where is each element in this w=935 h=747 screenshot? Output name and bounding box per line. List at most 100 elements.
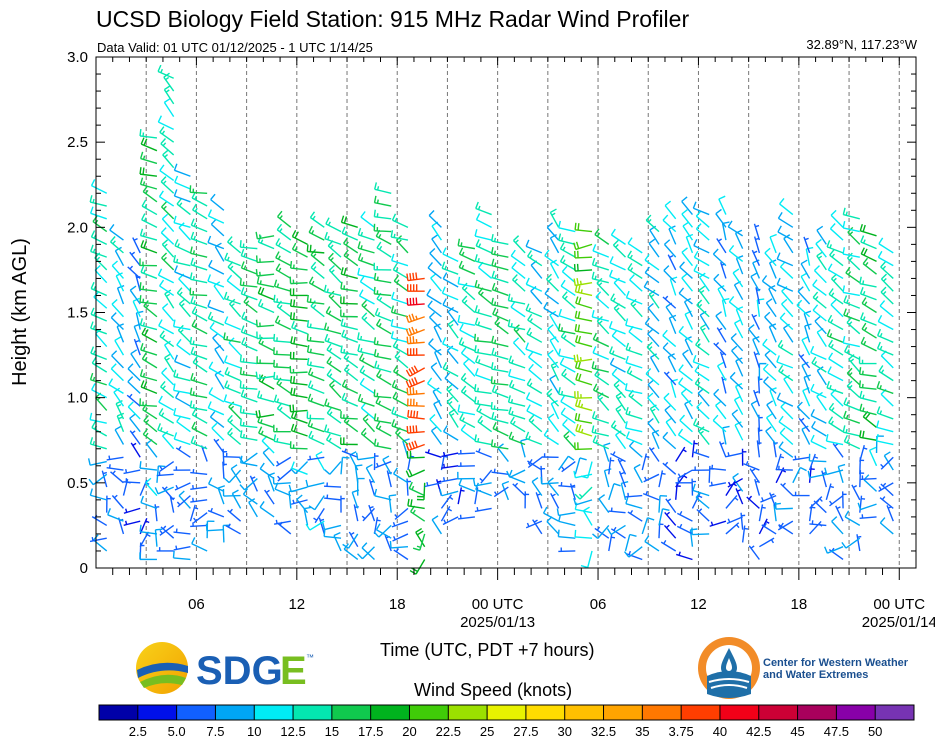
barb-staff [549, 212, 560, 228]
barb-full [810, 434, 815, 442]
barb-half [829, 244, 832, 249]
barb-staff [110, 471, 124, 484]
barb-full [575, 372, 579, 380]
barb-half [226, 295, 230, 300]
barb-full [392, 467, 398, 475]
wind-barb [191, 537, 208, 552]
barb-full [842, 247, 846, 255]
wind-barb [475, 213, 492, 228]
x-tick-label: 00 UTC [472, 596, 524, 613]
barb-full [575, 423, 579, 431]
barb-half [477, 359, 481, 364]
barb-half [293, 324, 297, 329]
barb-staff [678, 369, 693, 382]
barb-full [647, 328, 654, 335]
wind-barb [828, 402, 844, 420]
wind-barb [761, 275, 777, 292]
barb-full [315, 451, 323, 456]
wind-barb [574, 324, 593, 335]
barb-half [599, 396, 604, 401]
wind-barb [308, 225, 325, 241]
wind-barb [665, 417, 677, 437]
barb-full [781, 286, 788, 292]
barb-staff [174, 169, 191, 177]
barb-full [777, 212, 783, 219]
wind-barb [841, 537, 861, 549]
barb-staff [561, 271, 576, 284]
barb-full [357, 267, 361, 275]
barb-staff [173, 325, 191, 331]
barb-half [665, 524, 670, 529]
wind-barb [868, 446, 878, 467]
wind-barb [675, 472, 688, 488]
barb-full [559, 357, 565, 365]
barb-full [333, 531, 341, 537]
wind-barb [306, 319, 325, 331]
barb-half [131, 251, 136, 256]
barb-half [144, 203, 148, 208]
barb-full [189, 246, 193, 254]
wind-barb [111, 298, 124, 318]
barb-staff [174, 438, 191, 446]
wind-barb [708, 464, 726, 471]
barb-staff [765, 417, 777, 433]
barb-staff [678, 331, 693, 343]
barb-half [578, 493, 583, 498]
barb-staff [326, 412, 342, 424]
barb-half [192, 404, 195, 409]
barb-full [762, 338, 768, 346]
wind-barb [670, 378, 678, 398]
barb-staff [801, 365, 811, 381]
barb-staff [558, 520, 576, 527]
wind-barb [859, 514, 877, 520]
barb-half [682, 449, 687, 453]
barb-full [860, 312, 864, 320]
barb-full [111, 298, 118, 305]
wind-barb [129, 430, 141, 445]
wind-barb [547, 413, 560, 433]
wind-barb [276, 300, 292, 318]
wind-barb [475, 239, 492, 254]
wind-barb [412, 533, 426, 551]
barb-staff [525, 437, 543, 446]
barb-half [479, 477, 484, 482]
wind-barb [613, 303, 627, 322]
barb-staff [442, 278, 459, 288]
barb-staff [341, 273, 358, 280]
barb-full [294, 231, 299, 239]
barb-full [457, 314, 461, 323]
barb-half [226, 384, 230, 389]
barb-staff [394, 507, 409, 520]
barb-full [292, 404, 295, 412]
barb-staff [629, 279, 643, 292]
barb-half [92, 248, 96, 253]
wind-barb [442, 247, 459, 263]
wind-barb [333, 531, 342, 552]
barb-full [472, 478, 476, 487]
wind-barb [725, 522, 740, 535]
wind-barb [373, 223, 392, 233]
barb-full [446, 396, 454, 403]
barb-full [428, 338, 434, 345]
barb-half [831, 407, 835, 412]
wind-barb [393, 365, 409, 382]
wind-barb [127, 265, 141, 279]
barb-half [329, 411, 333, 416]
wind-barb [428, 210, 442, 228]
wind-barb [777, 225, 794, 241]
barb-staff [376, 375, 392, 386]
barb-full [613, 277, 620, 284]
barb-full [413, 410, 416, 418]
barb-staff [415, 531, 426, 548]
barb-full [830, 209, 837, 216]
barb-full [341, 329, 345, 337]
wind-barb [691, 527, 710, 536]
barb-staff [90, 212, 107, 220]
barb-full [592, 435, 597, 443]
barb-staff [844, 516, 861, 527]
barb-staff [847, 231, 861, 245]
wind-barb [668, 225, 677, 245]
barb-full [494, 317, 500, 324]
wind-barb [406, 272, 425, 282]
barb-staff [123, 481, 141, 484]
